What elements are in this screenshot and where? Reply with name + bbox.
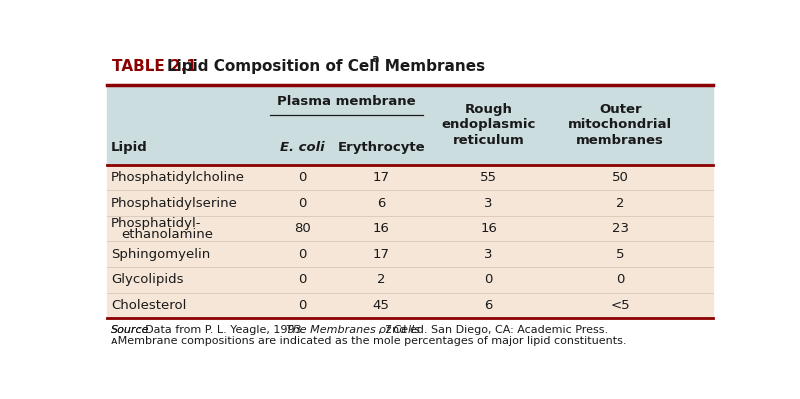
Text: : Data from P. L. Yeagle, 1993.: : Data from P. L. Yeagle, 1993. <box>138 325 309 335</box>
Text: Phosphatidylserine: Phosphatidylserine <box>111 197 238 209</box>
Text: 2: 2 <box>377 273 386 286</box>
Text: TABLE 2.1: TABLE 2.1 <box>112 59 198 74</box>
Bar <box>107 165 713 318</box>
Bar <box>107 48 713 85</box>
Text: 55: 55 <box>480 171 497 184</box>
Text: Lipid Composition of Cell Membranes: Lipid Composition of Cell Membranes <box>167 59 485 74</box>
Text: 17: 17 <box>373 171 390 184</box>
Text: , 2nd ed. San Diego, CA: Academic Press.: , 2nd ed. San Diego, CA: Academic Press. <box>378 325 608 335</box>
Text: 16: 16 <box>373 222 390 235</box>
Text: 0: 0 <box>298 299 306 312</box>
Text: 0: 0 <box>298 273 306 286</box>
Text: Source: Source <box>111 325 150 335</box>
Text: The Membranes of Cells: The Membranes of Cells <box>286 325 420 335</box>
Text: Outer
mitochondrial
membranes: Outer mitochondrial membranes <box>568 103 672 147</box>
Text: 23: 23 <box>612 222 629 235</box>
Text: 80: 80 <box>294 222 311 235</box>
Text: E. coli: E. coli <box>280 140 325 154</box>
Text: Lipid: Lipid <box>111 140 148 154</box>
Text: Cholesterol: Cholesterol <box>111 299 186 312</box>
Text: 50: 50 <box>612 171 629 184</box>
Text: Plasma membrane: Plasma membrane <box>277 95 416 108</box>
Text: 45: 45 <box>373 299 390 312</box>
Text: 0: 0 <box>298 197 306 209</box>
Text: 0: 0 <box>485 273 493 286</box>
Text: 6: 6 <box>377 197 386 209</box>
Text: Glycolipids: Glycolipids <box>111 273 184 286</box>
Text: Phosphatidylcholine: Phosphatidylcholine <box>111 171 245 184</box>
Text: Rough
endoplasmic
reticulum: Rough endoplasmic reticulum <box>442 103 536 147</box>
Text: 0: 0 <box>298 248 306 261</box>
Text: 16: 16 <box>480 222 497 235</box>
Text: 3: 3 <box>485 197 493 209</box>
Text: 5: 5 <box>616 248 625 261</box>
Text: 0: 0 <box>298 171 306 184</box>
Text: ᴀMembrane compositions are indicated as the mole percentages of major lipid cons: ᴀMembrane compositions are indicated as … <box>111 336 626 346</box>
Text: 17: 17 <box>373 248 390 261</box>
Text: <5: <5 <box>610 299 630 312</box>
Text: Erythrocyte: Erythrocyte <box>338 140 425 154</box>
Text: Sphingomyelin: Sphingomyelin <box>111 248 210 261</box>
Text: 6: 6 <box>485 299 493 312</box>
Text: 0: 0 <box>616 273 625 286</box>
Text: 2: 2 <box>616 197 625 209</box>
Text: Phosphatidyl-: Phosphatidyl- <box>111 217 202 230</box>
Text: 3: 3 <box>485 248 493 261</box>
Bar <box>107 85 713 165</box>
Text: ethanolamine: ethanolamine <box>121 228 213 241</box>
Text: a: a <box>371 53 379 63</box>
Text: Source: Source <box>111 325 150 335</box>
